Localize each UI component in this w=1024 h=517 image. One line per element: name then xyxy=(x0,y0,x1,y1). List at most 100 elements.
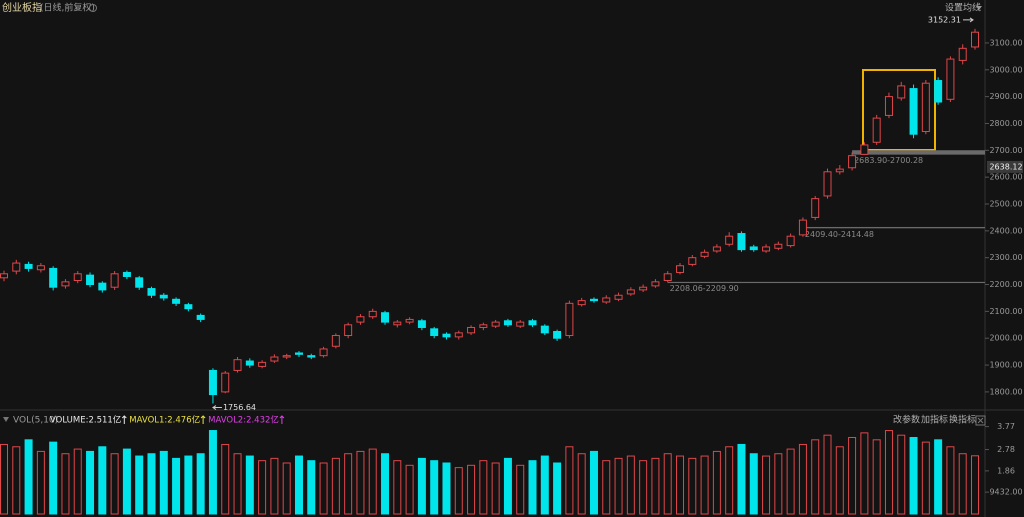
candle-body xyxy=(688,257,697,265)
volume-bar xyxy=(479,460,488,515)
volume-bar xyxy=(798,443,807,515)
volume-bar xyxy=(61,453,70,515)
volume-bar xyxy=(258,460,267,515)
candle-body xyxy=(762,246,771,252)
y-tick-label: 2500.00 xyxy=(989,200,1022,209)
candle-body xyxy=(61,281,70,287)
candle-body xyxy=(897,85,906,99)
close-icon[interactable] xyxy=(975,415,986,426)
candle-body xyxy=(565,302,574,337)
y-tick-label: 1.86 xyxy=(997,466,1015,475)
volume-bar xyxy=(307,460,316,515)
volume-bar xyxy=(356,450,365,515)
volume-bar xyxy=(639,460,648,515)
toolbar-button[interactable]: 改参数 xyxy=(893,414,920,426)
candle-body xyxy=(516,321,525,327)
candle-body xyxy=(491,321,500,327)
y-tick-label: 2600.00 xyxy=(989,173,1022,182)
candle-body xyxy=(528,320,537,326)
candle-body xyxy=(356,316,365,323)
candle-body xyxy=(122,271,131,277)
panel-title: VOL(5,10) xyxy=(13,416,58,426)
volume-bar xyxy=(368,448,377,515)
volume-bar xyxy=(49,441,58,515)
candle-body xyxy=(135,277,144,288)
volume-bar xyxy=(749,453,758,515)
volume-bar xyxy=(774,453,783,515)
volume-bar xyxy=(700,455,709,515)
collapse-icon[interactable] xyxy=(3,417,9,422)
volume-bar xyxy=(663,453,672,515)
candle-body xyxy=(331,335,340,347)
index-subtitle: (日线,前复权) xyxy=(40,2,95,14)
y-tick-label: 2900.00 xyxy=(989,92,1022,101)
volume-bar xyxy=(589,450,598,515)
volume-bar xyxy=(872,439,881,515)
volume-bar xyxy=(958,453,967,515)
volume-bar xyxy=(110,453,119,515)
volume-bar xyxy=(848,437,857,515)
volume-bar xyxy=(934,439,943,515)
toolbar-button[interactable]: 加指标 xyxy=(921,414,948,426)
volume-bar xyxy=(282,462,291,515)
volume-bar xyxy=(221,443,230,515)
candle-body xyxy=(934,80,943,103)
volume-bar xyxy=(393,460,402,515)
volume-bar xyxy=(676,455,685,515)
volume-bar xyxy=(172,457,181,515)
volume-bar xyxy=(12,446,21,515)
candle-body xyxy=(208,369,217,396)
y-tick-label: 2400.00 xyxy=(989,226,1022,235)
candle-body xyxy=(184,304,193,310)
volume-bar xyxy=(811,439,820,515)
current-price: 2638.12 xyxy=(989,162,1022,171)
candle-body xyxy=(786,235,795,247)
candle-body xyxy=(454,332,463,338)
volume-bar xyxy=(897,434,906,515)
candle-body xyxy=(467,326,476,334)
y-tick-label: 3100.00 xyxy=(989,38,1022,47)
toolbar-button[interactable]: 换指标 xyxy=(949,414,976,426)
candle-body xyxy=(700,251,709,257)
volume-bar xyxy=(430,460,439,515)
candle-body xyxy=(0,273,8,279)
candle-body xyxy=(258,361,267,367)
settings-icon[interactable] xyxy=(89,4,97,12)
candle-body xyxy=(872,117,881,143)
volume-bar xyxy=(540,455,549,515)
y-tick-label: 2200.00 xyxy=(989,280,1022,289)
volume-bar xyxy=(577,453,586,515)
candle-body xyxy=(614,294,623,300)
candle-body xyxy=(86,274,95,286)
candle-body xyxy=(172,298,181,304)
candle-body xyxy=(245,360,254,366)
volume-bar xyxy=(381,453,390,515)
volume-bar xyxy=(184,455,193,515)
volume-bar xyxy=(417,457,426,515)
indicator: MAVOL1:2.476亿 xyxy=(129,415,200,426)
candle-body xyxy=(430,328,439,337)
candle-body xyxy=(49,267,58,288)
min-arrow xyxy=(212,405,222,410)
y-tick-label: 2000.00 xyxy=(989,334,1022,343)
highlight-box xyxy=(862,69,936,151)
volume-bar xyxy=(565,446,574,515)
volume-bar xyxy=(159,450,168,515)
volume-bar xyxy=(626,455,635,515)
candle-body xyxy=(307,355,316,358)
volume-bar xyxy=(503,457,512,515)
ma-settings[interactable]: 设置均线 xyxy=(945,2,981,14)
indicator-arrow xyxy=(121,415,127,424)
candle-body xyxy=(553,331,562,339)
volume-bar xyxy=(344,453,353,515)
candle-body xyxy=(848,155,857,169)
candle-body xyxy=(971,31,979,48)
candle-body xyxy=(958,47,967,61)
volume-bar xyxy=(971,455,979,515)
candle-body xyxy=(405,318,414,323)
volume-bar xyxy=(122,448,131,515)
volume-bar xyxy=(762,455,771,515)
candle-body xyxy=(884,96,893,116)
